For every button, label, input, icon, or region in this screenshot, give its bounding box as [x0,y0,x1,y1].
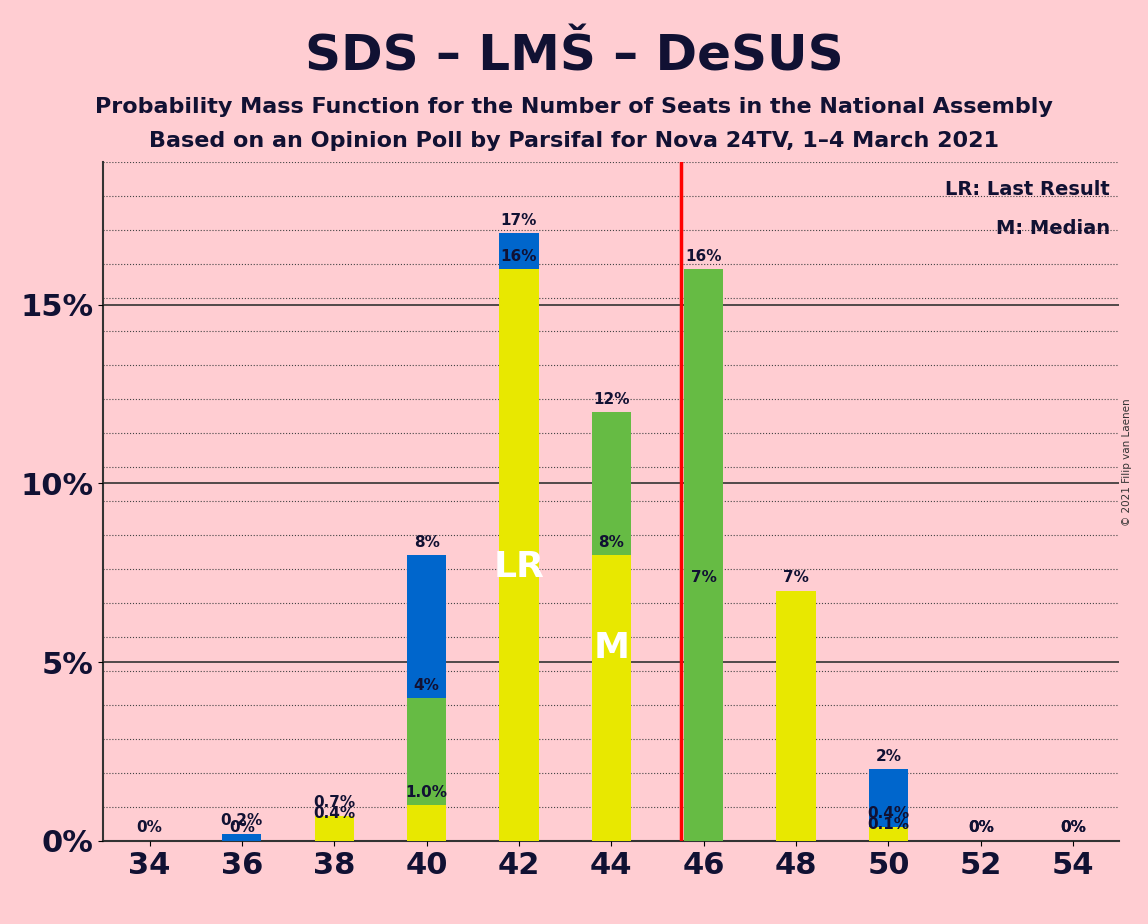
Text: LR: Last Result: LR: Last Result [945,179,1110,199]
Text: 0%: 0% [1061,821,1086,835]
Text: 7%: 7% [691,570,716,585]
Text: 0%: 0% [968,821,994,835]
Text: Probability Mass Function for the Number of Seats in the National Assembly: Probability Mass Function for the Number… [95,97,1053,117]
Text: 0%: 0% [968,821,994,835]
Bar [315,816,354,841]
Bar [499,233,538,841]
Text: 0.4%: 0.4% [868,806,909,821]
Text: 8%: 8% [413,534,440,550]
Bar [591,412,631,841]
Text: LR: LR [494,551,544,584]
Text: 0%: 0% [228,821,255,835]
Bar [499,269,538,841]
Bar [223,833,262,841]
Bar [406,805,447,841]
Text: 1.0%: 1.0% [405,784,448,800]
Bar [684,269,723,841]
Bar [869,827,908,841]
Bar [406,555,447,841]
Text: 0.1%: 0.1% [868,817,909,832]
Text: 0.2%: 0.2% [220,813,263,828]
Bar [406,698,447,841]
Text: 0.4%: 0.4% [313,806,355,821]
Bar [684,590,723,841]
Text: 4%: 4% [413,677,440,692]
Text: 7%: 7% [783,570,809,585]
Text: 0%: 0% [137,821,162,835]
Bar [315,827,354,841]
Text: M: Median: M: Median [996,219,1110,237]
Text: 16%: 16% [501,249,537,263]
Bar [869,837,908,841]
Text: © 2021 Filip van Laenen: © 2021 Filip van Laenen [1123,398,1132,526]
Bar [776,590,816,841]
Text: 2%: 2% [876,749,901,764]
Text: M: M [594,631,629,665]
Bar [869,770,908,841]
Text: 0.7%: 0.7% [313,796,355,810]
Bar [591,555,631,841]
Text: 16%: 16% [685,249,722,263]
Text: 8%: 8% [598,534,625,550]
Text: 0%: 0% [1061,821,1086,835]
Text: 12%: 12% [594,392,629,407]
Text: Based on an Opinion Poll by Parsifal for Nova 24TV, 1–4 March 2021: Based on an Opinion Poll by Parsifal for… [149,131,999,152]
Text: 17%: 17% [501,213,537,228]
Text: SDS – LMŠ – DeSUS: SDS – LMŠ – DeSUS [304,32,844,80]
